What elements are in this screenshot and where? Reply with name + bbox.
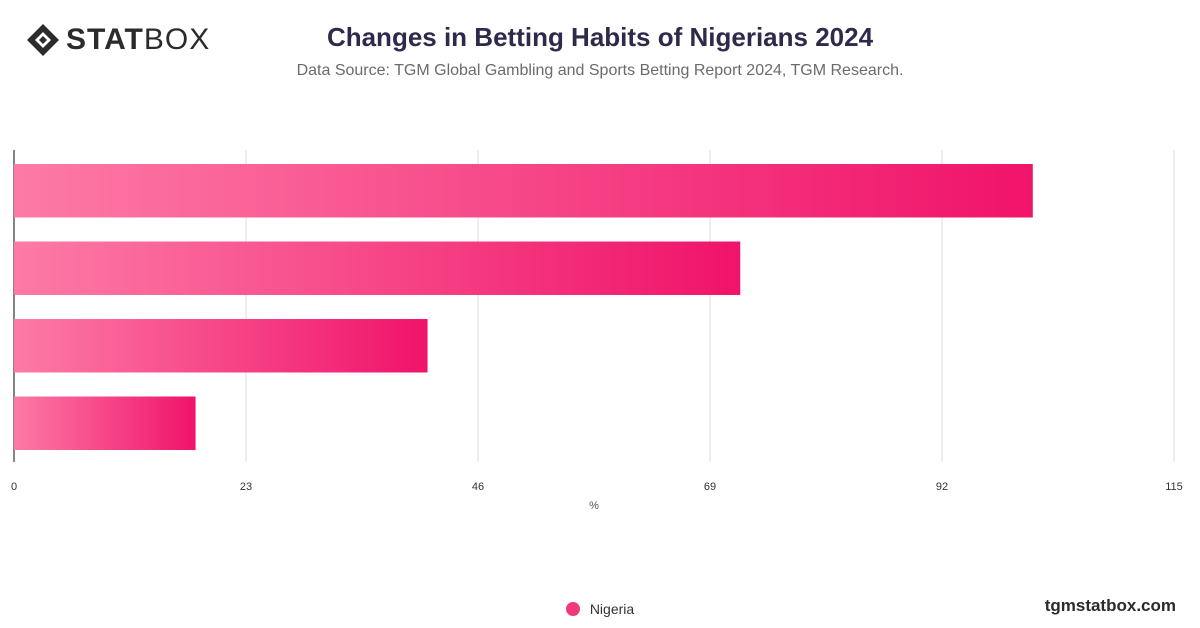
x-tick-label: 69 [704, 481, 716, 493]
watermark: tgmstatbox.com [1044, 596, 1176, 615]
bar[interactable] [14, 241, 741, 295]
chart-title: Changes in Betting Habits of Nigerians 2… [326, 22, 874, 52]
x-axis-ticks: 0 23 46 69 92 115 [11, 481, 1183, 493]
bar[interactable] [14, 396, 196, 450]
bar[interactable] [14, 164, 1033, 218]
logo-text-bold: STAT [66, 23, 144, 56]
x-tick-label: 23 [240, 481, 252, 493]
statbox-logo-icon [27, 24, 59, 56]
legend-label-nigeria: Nigeria [589, 601, 635, 617]
bars [14, 164, 1033, 450]
bar[interactable] [14, 319, 428, 373]
legend[interactable]: Nigeria [0, 601, 1200, 617]
bar-chart: 0 23 46 69 92 115 % [11, 150, 1183, 512]
x-tick-label: 0 [11, 481, 17, 493]
chart-subtitle: Data Source: TGM Global Gambling and Spo… [296, 62, 904, 79]
logo-text-light: BOX [143, 23, 211, 56]
legend-marker [565, 602, 580, 616]
logo-wordmark: STATBOX [66, 22, 210, 58]
x-tick-label: 46 [472, 481, 484, 493]
statbox-logo: STATBOX [26, 22, 210, 58]
x-tick-label: 92 [936, 481, 948, 493]
x-axis-title: % [589, 500, 599, 512]
x-tick-label: 115 [1165, 481, 1183, 493]
